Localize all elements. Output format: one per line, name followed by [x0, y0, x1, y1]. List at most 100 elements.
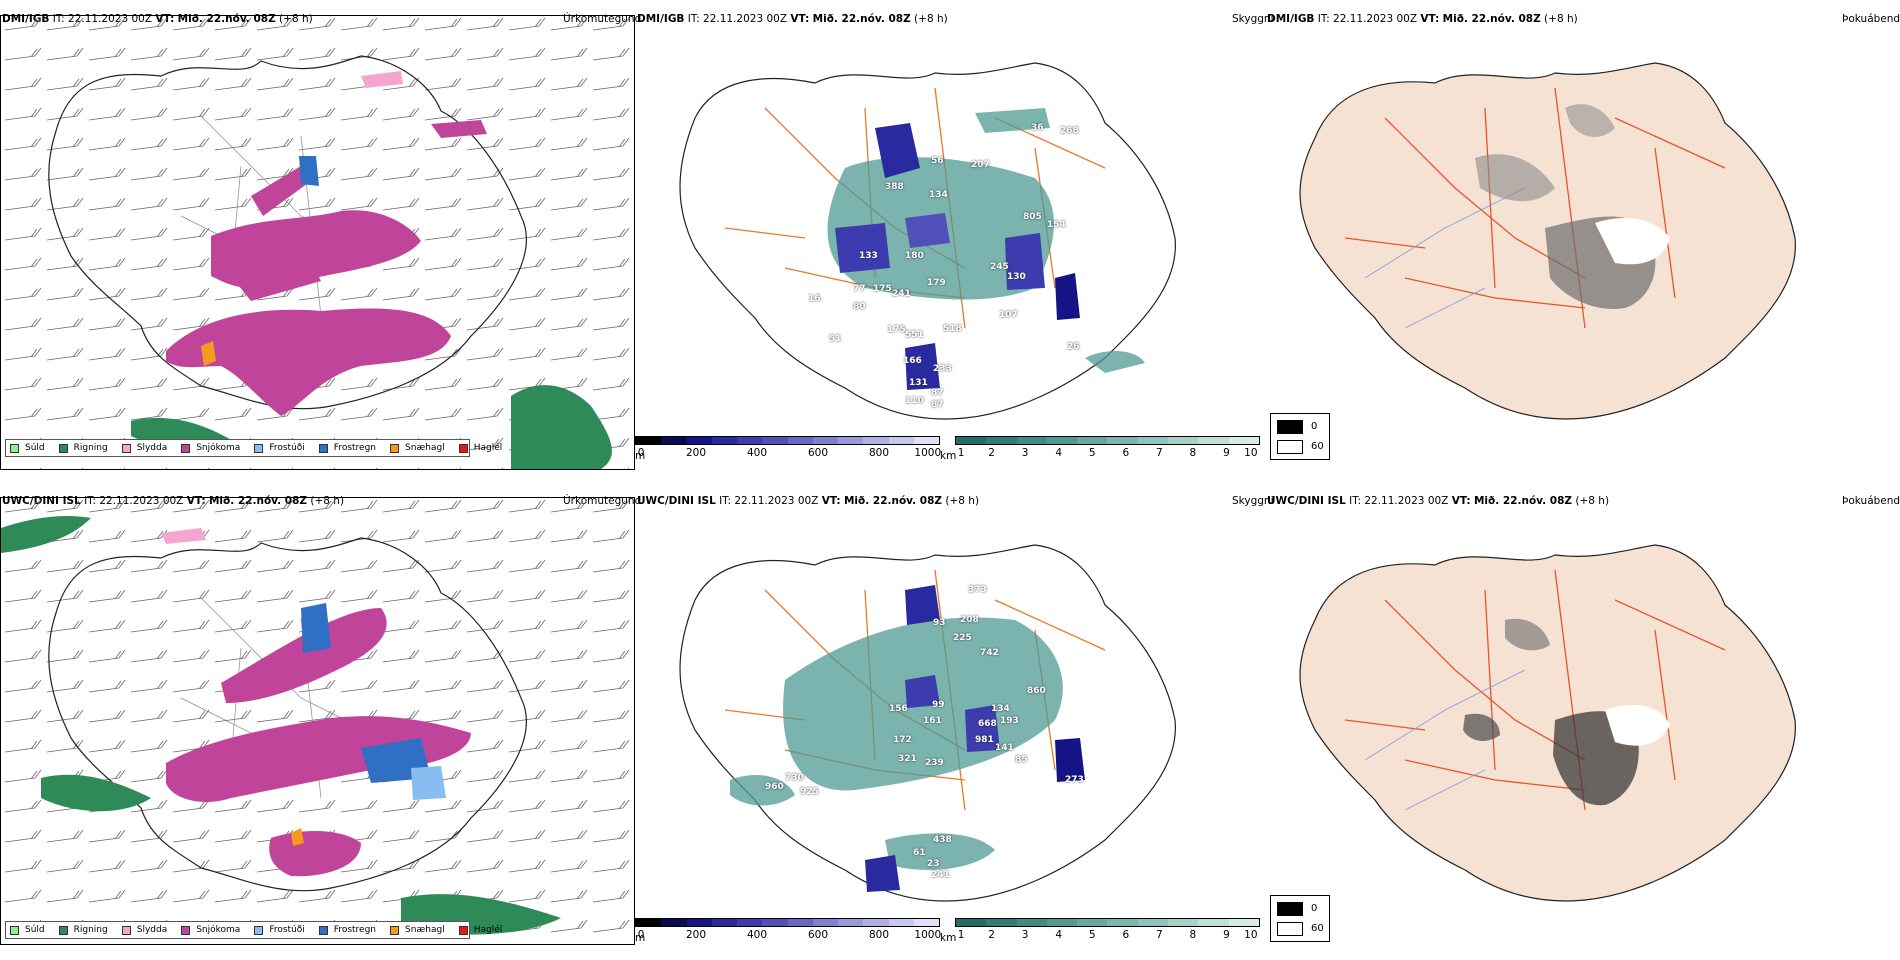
- legend-item: Snæhagl: [390, 925, 445, 935]
- panel-header: DMI/IGB IT: 22.11.2023 00Z VT: Mið. 22.n…: [637, 13, 948, 25]
- snow-area: [211, 210, 421, 289]
- legend-item: Haglél: [458, 925, 502, 935]
- snow-area: [251, 166, 311, 216]
- snow-area: [166, 716, 471, 803]
- cloud-base-label: 141: [995, 743, 1014, 753]
- legend-item: Snjókoma: [181, 443, 240, 453]
- roads: [1344, 569, 1726, 811]
- precip-type-panel: UWC/DINI ISL IT: 22.11.2023 00Z VT: Mið.…: [0, 490, 641, 960]
- cloud-base-ticks: 0 200 400 600 800 1000: [637, 929, 942, 941]
- low-visibility-area: [885, 833, 995, 870]
- low-cloud-area: [1055, 273, 1080, 320]
- cloud-base-label: 77: [853, 284, 866, 294]
- cloud-base-label: 208: [960, 615, 979, 625]
- low-cloud-area: [1005, 233, 1045, 290]
- precip-legend: Súld Rigning Slydda Snjókoma Frostúði Fr…: [5, 921, 502, 939]
- cloud-base-label: 80: [853, 302, 866, 312]
- legend-item: Slydda: [121, 925, 167, 935]
- cloud-base-label: 925: [800, 787, 819, 797]
- cloud-base-label: 388: [885, 182, 904, 192]
- freezing-rain-area: [299, 156, 319, 186]
- legend-item: Súld: [10, 443, 45, 453]
- cloud-base-label: 179: [927, 278, 946, 288]
- cloud-base-label: 130: [1007, 272, 1026, 282]
- sleet-area: [361, 71, 403, 88]
- cloud-base-cells: [635, 918, 940, 927]
- low-cloud-area: [965, 705, 1000, 752]
- visibility-panel: DMI/IGB IT: 22.11.2023 00Z VT: Mið. 22.n…: [635, 8, 1275, 478]
- cloud-base-label: 742: [980, 648, 999, 658]
- cloud-base-colorbar: 0 200 400 600 800 1000: [635, 918, 942, 946]
- cloud-base-label: 233: [933, 364, 952, 374]
- low-cloud-area: [905, 675, 940, 708]
- cloud-base-label: 518: [943, 324, 962, 334]
- cloud-base-label: 134: [929, 190, 948, 200]
- low-cloud-area: [865, 855, 900, 892]
- snow-area: [431, 120, 487, 138]
- freezing-rain-area: [301, 603, 331, 653]
- cloud-base-label: 268: [1060, 126, 1079, 136]
- ice-pellets-area: [201, 341, 216, 366]
- low-cloud-area: [875, 123, 920, 178]
- visibility-ticks: 1 2 3 4 5 6 7 8 9 10: [957, 447, 1258, 459]
- legend-item: Slydda: [121, 443, 167, 453]
- rain-area: [41, 774, 151, 812]
- visibility-unit: km: [940, 932, 957, 944]
- low-visibility-area: [1085, 351, 1145, 373]
- cloud-base-unit: m: [635, 450, 646, 462]
- cloud-base-label: 551: [905, 330, 924, 340]
- cloud-base-label: 180: [905, 251, 924, 261]
- snow-area: [221, 608, 387, 703]
- cloud-base-label: 175: [887, 325, 906, 335]
- legend-item: Frostúði: [254, 925, 305, 935]
- cloud-base-label: 321: [898, 754, 917, 764]
- cloud-base-label: 133: [859, 251, 878, 261]
- cloud-base-label: 239: [925, 758, 944, 768]
- cloud-base-label: 668: [978, 719, 997, 729]
- legend-item: Snæhagl: [390, 443, 445, 453]
- rain-area: [511, 385, 612, 469]
- fog-map: [1299, 544, 1796, 902]
- cloud-base-ticks: 0 200 400 600 800 1000: [637, 447, 942, 459]
- cloud-base-label: 87: [931, 388, 944, 398]
- cloud-base-label: 51: [829, 334, 842, 344]
- legend-item: Rigning: [58, 925, 108, 935]
- cloud-base-label: 172: [893, 735, 912, 745]
- low-cloud-area: [835, 223, 890, 273]
- fog-signal-area: [1505, 618, 1550, 651]
- panel-header: UWC/DINI ISL IT: 22.11.2023 00Z VT: Mið.…: [1267, 495, 1610, 507]
- panel-title: Þokuábendi: [1842, 495, 1900, 507]
- low-cloud-area: [905, 343, 940, 390]
- freezing-drizzle-area: [411, 766, 446, 800]
- fog-map: [1299, 62, 1796, 420]
- fog-panel: DMI/IGB IT: 22.11.2023 00Z VT: Mið. 22.n…: [1265, 8, 1900, 478]
- visibility-map: [679, 544, 1176, 902]
- legend-item: Frostúði: [254, 443, 305, 453]
- cloud-base-label: 273: [1065, 775, 1084, 785]
- snow-area: [231, 261, 321, 301]
- sleet-area: [161, 528, 206, 544]
- fog-key: 0 60: [1270, 413, 1330, 460]
- precip-legend: Súld Rigning Slydda Snjókoma Frostúði Fr…: [5, 439, 502, 457]
- cloud-base-label: 166: [903, 356, 922, 366]
- cloud-base-label: 61: [913, 848, 926, 858]
- ice-pellets-area: [291, 828, 304, 846]
- visibility-ticks: 1 2 3 4 5 6 7 8 9 10: [957, 929, 1258, 941]
- visibility-cells: [955, 436, 1260, 445]
- cloud-base-label: 207: [971, 160, 990, 170]
- fog-key-white: [1277, 922, 1303, 936]
- rivers: [1364, 187, 1526, 329]
- snow-area: [269, 831, 361, 877]
- low-cloud-area: [905, 213, 950, 248]
- cloud-base-label: 56: [931, 156, 944, 166]
- legend-item: Frostregn: [318, 443, 376, 453]
- visibility-colorbar: 1 2 3 4 5 6 7 8 9 10: [955, 918, 1260, 946]
- visibility-map: [679, 62, 1176, 420]
- rain-area: [1, 516, 91, 553]
- cloud-base-label: 373: [968, 585, 987, 595]
- cloud-base-label: 193: [1000, 716, 1019, 726]
- legend-item: Snjókoma: [181, 925, 240, 935]
- visibility-cells: [955, 918, 1260, 927]
- cloud-base-label: 26: [1067, 342, 1080, 352]
- cloud-base-label: 16: [808, 294, 821, 304]
